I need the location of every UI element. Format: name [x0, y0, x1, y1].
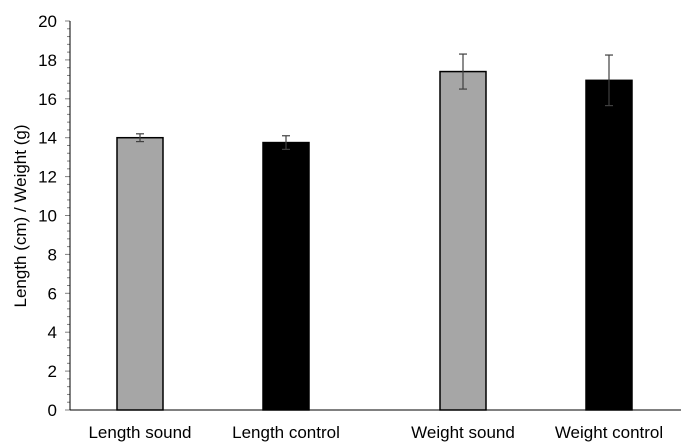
bar — [116, 136, 164, 411]
y-tick-label: 16 — [38, 90, 57, 109]
y-axis: 0 2 4 6 8 10 12 14 16 18 20 — [38, 12, 70, 420]
y-tick-label: 4 — [48, 323, 57, 342]
y-axis-title: Length (cm) / Weight (g) — [11, 125, 30, 308]
x-axis-labels: Length sound Length control Weight sound We… — [88, 423, 663, 442]
x-category-label: Length control — [232, 423, 340, 442]
error-bar — [459, 53, 467, 90]
y-tick-label: 10 — [38, 207, 57, 226]
y-tick-label: 8 — [48, 245, 57, 264]
y-tick-label: 2 — [48, 362, 57, 381]
x-category-label: Weight control — [555, 423, 663, 442]
bar — [585, 79, 633, 411]
error-bar — [605, 54, 613, 107]
x-category-label: Length sound — [88, 423, 191, 442]
y-tick-label: 0 — [48, 401, 57, 420]
error-bar — [282, 135, 290, 150]
x-category-label: Weight sound — [411, 423, 515, 442]
error-bar — [136, 133, 144, 143]
y-tick-label: 12 — [38, 168, 57, 187]
bars — [116, 70, 633, 411]
y-tick-label: 6 — [48, 284, 57, 303]
error-bars — [136, 53, 613, 150]
y-tick-label: 18 — [38, 51, 57, 70]
y-tick-label: 20 — [38, 12, 57, 31]
bar — [262, 141, 310, 411]
bar — [439, 70, 487, 411]
y-tick-label: 14 — [38, 129, 57, 148]
